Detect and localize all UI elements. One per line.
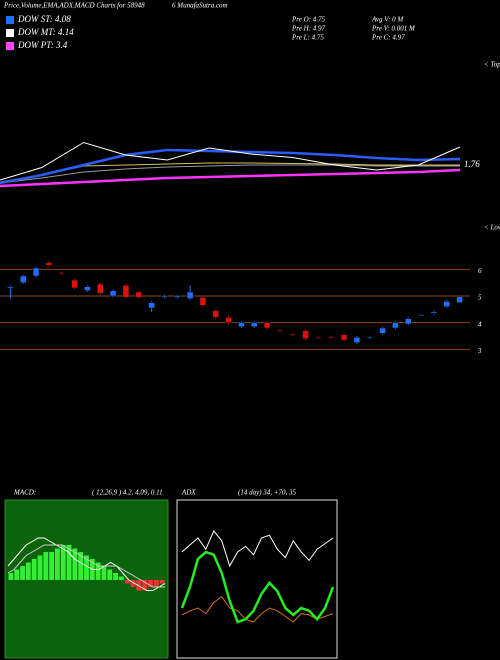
candle-body (199, 297, 207, 306)
legend-label: DOW MT: 4.14 (17, 27, 74, 37)
info-text: Avg V: 0 M (371, 16, 404, 24)
candle-body (340, 334, 348, 341)
candle-body (276, 329, 284, 332)
annotation: 1.76 (464, 159, 480, 169)
series-line (180, 550, 335, 624)
series-line (0, 164, 460, 184)
info-text: Pre H: 4.97 (291, 25, 325, 33)
candle-body (122, 285, 130, 298)
tops-label: < Tops (484, 61, 500, 69)
y-tick-label: 5 (478, 294, 482, 302)
info-text: Pre O: 4.75 (291, 16, 325, 24)
candle-body (212, 310, 219, 318)
adx-panel (176, 499, 338, 659)
histogram-bar (25, 562, 31, 580)
panel-subtitle: ( 12,26,9 ) 4.2, 4.09, 0.11 (92, 489, 163, 497)
candle-body (417, 314, 425, 316)
series-line (7, 544, 165, 588)
candle-body (20, 275, 27, 283)
histogram-bar (31, 559, 37, 580)
candle-body (186, 291, 194, 299)
histogram-bar (130, 580, 136, 587)
candle-body (174, 295, 181, 298)
histogram-bar (49, 552, 55, 580)
candle-body (58, 273, 65, 275)
candle-body (148, 302, 155, 309)
candle-body (263, 322, 271, 329)
series-line (181, 596, 334, 623)
series-line (0, 168, 461, 188)
candle-body (289, 333, 296, 336)
candle-body (456, 296, 463, 303)
histogram-bar (159, 580, 165, 584)
y-tick-label: 6 (478, 267, 482, 275)
panel-title: ADX (181, 489, 196, 497)
candle-body (7, 286, 14, 289)
histogram-bar (107, 569, 113, 580)
candle-body (443, 301, 450, 307)
site-name: 6 MunafaSutra.com (172, 2, 228, 10)
legend-swatch (6, 16, 14, 24)
panel-title: MACD: (13, 489, 36, 497)
histogram-bar (148, 580, 153, 587)
candle-body (366, 336, 373, 339)
histogram-bar (43, 552, 49, 580)
legend-label: DOW ST: 4.08 (17, 14, 71, 24)
candle-body (379, 327, 386, 334)
candle-body (251, 322, 258, 327)
info-text: Pre C: 4.97 (371, 34, 405, 42)
series-line (181, 530, 334, 568)
legend-swatch (6, 42, 14, 50)
candle-body (238, 322, 245, 327)
histogram-bar (95, 562, 101, 580)
candle-body (302, 330, 309, 339)
info-text: Pre V: 0.001 M (371, 25, 416, 33)
info-text: Pre L: 4.75 (291, 34, 324, 42)
candle-body (84, 286, 91, 291)
histogram-bar (8, 573, 14, 580)
page-title: Price,Volume,EMA,ADX,MACD Charts for 589… (3, 2, 145, 10)
series-line (7, 537, 166, 591)
histogram-bar (84, 555, 89, 580)
candle-body (225, 317, 232, 323)
histogram-bar (136, 580, 142, 591)
histogram-bar (37, 555, 43, 580)
histogram-bar (66, 545, 72, 580)
candle-body (32, 267, 40, 277)
histogram-bar (113, 573, 118, 580)
y-tick-label: 4 (478, 320, 482, 328)
candle-body (71, 279, 78, 289)
panel-subtitle: (14 day) 34, +70, 35 (238, 489, 296, 497)
candle-body (97, 283, 104, 294)
histogram-bar (118, 576, 124, 580)
series-line (0, 141, 461, 181)
candle-body (315, 336, 322, 339)
y-tick-label: 3 (477, 347, 482, 355)
histogram-bar (60, 545, 66, 580)
histogram-bar (124, 580, 130, 584)
histogram-bar (142, 580, 148, 591)
histogram-bar (20, 566, 25, 580)
histogram-bar (153, 580, 159, 587)
candle-body (353, 337, 361, 343)
histogram-bar (72, 548, 78, 580)
legend-swatch (6, 29, 14, 37)
lows-label: < Lows (484, 224, 500, 232)
histogram-bar (55, 548, 60, 580)
candle-body (161, 295, 168, 298)
histogram-bar (14, 569, 20, 580)
candle-body (45, 262, 53, 266)
candle-body (392, 322, 399, 329)
candle-body (405, 318, 412, 325)
histogram-bar (101, 566, 107, 580)
candle-body (109, 290, 117, 297)
candle-body (135, 291, 142, 298)
legend-label: DOW PT: 3.4 (17, 40, 68, 50)
candle-body (328, 336, 335, 339)
candle-body (430, 311, 438, 314)
histogram-bar (78, 552, 84, 580)
